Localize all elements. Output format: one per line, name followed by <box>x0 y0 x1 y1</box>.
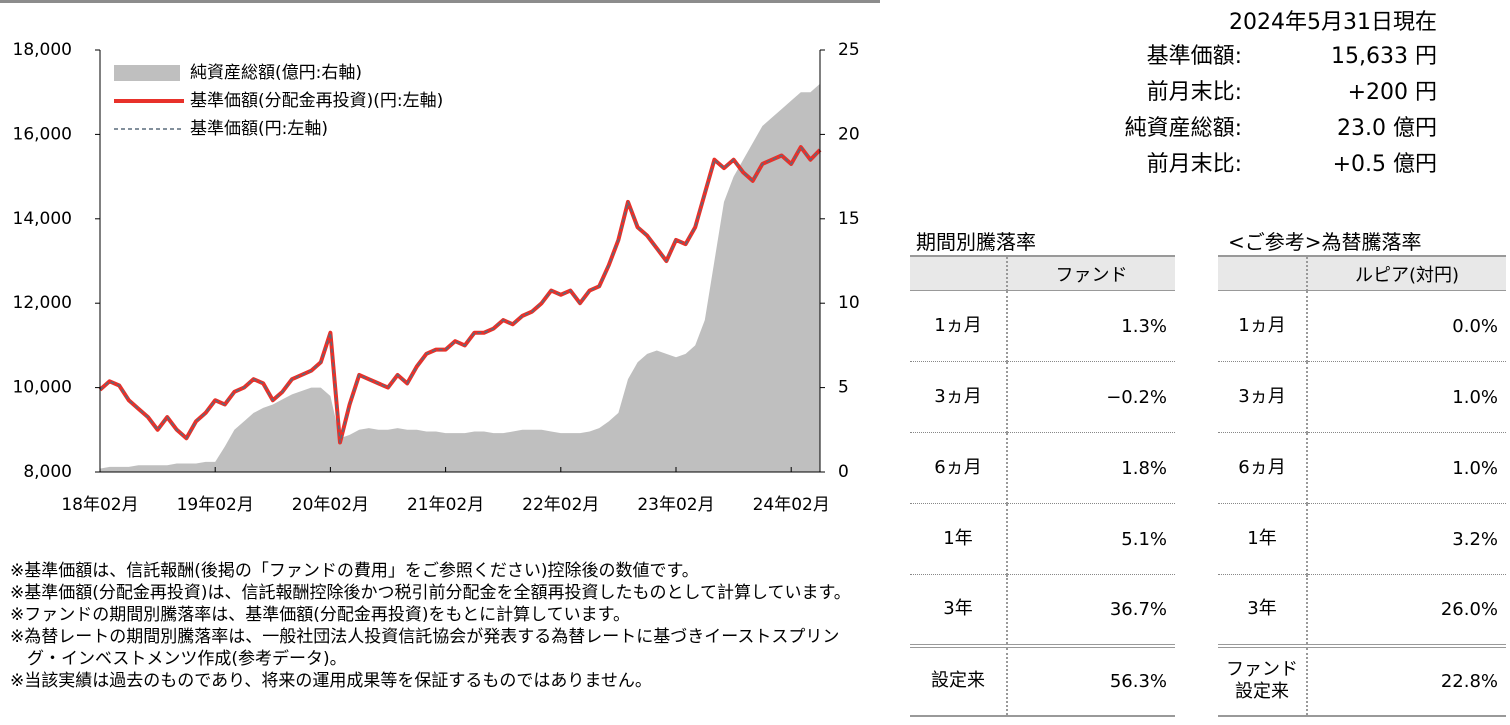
y-tick-label: 8,000 <box>23 462 72 482</box>
x-tick-label: 23年02月 <box>637 495 714 515</box>
summary-value: +0.5 億円 <box>1332 152 1437 177</box>
legend-label: 基準価額(円:左軸) <box>190 119 328 139</box>
table: ファンド 1ヵ月 1.3% 3ヵ月 −0.2% 6ヵ月 1.8% 1年 5.1% 3年 36.7% 設… <box>910 255 1175 717</box>
row-label: 3ヵ月 <box>1218 361 1308 433</box>
table-row: 3年 26.0% <box>1218 574 1506 646</box>
row-value: 5.1% <box>1007 503 1175 575</box>
area <box>100 83 820 472</box>
row-value: 1.8% <box>1007 432 1175 504</box>
table-row: 3年 36.7% <box>910 574 1175 646</box>
row-label: 1年 <box>1218 503 1308 575</box>
notes: ※基準価額は、信託報酬(後掲の「ファンドの費用」をご参照ください)控除後の数値で… <box>10 560 855 692</box>
header-cell <box>1218 255 1308 291</box>
y2-tick-label: 20 <box>838 124 860 144</box>
row-value: 1.3% <box>1007 290 1175 362</box>
row-value: 56.3% <box>1007 643 1175 717</box>
top-bar <box>0 0 880 3</box>
row-label: 1ヵ月 <box>910 290 1008 362</box>
row-label: 6ヵ月 <box>910 432 1008 504</box>
table-row: 3ヵ月 −0.2% <box>910 361 1175 433</box>
table-header: ルピア(対円) <box>1218 255 1506 291</box>
note: ※ファンドの期間別騰落率は、基準価額(分配金再投資)をもとに計算しています。 <box>10 605 630 625</box>
table-row: 1年 5.1% <box>910 503 1175 575</box>
y2-tick-label: 10 <box>838 293 860 313</box>
y-tick-label: 16,000 <box>13 124 72 144</box>
header-cell: ルピア(対円) <box>1307 255 1506 291</box>
y-tick-label: 12,000 <box>13 293 72 313</box>
table-row: 6ヵ月 1.0% <box>1218 432 1506 504</box>
row-label: ファンド 設定来 <box>1218 643 1308 717</box>
summary-label: 前月末比: <box>1146 80 1242 105</box>
legend-swatch <box>114 65 180 81</box>
x-tick-label: 22年02月 <box>522 495 599 515</box>
x-tick-label: 18年02月 <box>61 495 138 515</box>
table-row: 設定来 56.3% <box>910 643 1175 717</box>
header-cell <box>910 255 1008 291</box>
x-tick-label: 24年02月 <box>753 495 830 515</box>
table-row: 6ヵ月 1.8% <box>910 432 1175 504</box>
y2-tick-label: 5 <box>838 378 849 398</box>
chart: 8,000 10,000 12,000 14,000 16,000 18,000 0 5 10 1… <box>0 0 880 515</box>
row-value: 1.0% <box>1307 361 1506 433</box>
row-value: −0.2% <box>1007 361 1175 433</box>
table-row: 3ヵ月 1.0% <box>1218 361 1506 433</box>
legend-label: 純資産総額(億円:右軸) <box>190 63 362 83</box>
table-title: <ご参考>為替騰落率 <box>1228 230 1422 254</box>
table-row: ファンド 設定来 22.8% <box>1218 643 1506 717</box>
x-tick-label: 19年02月 <box>177 495 254 515</box>
row-label: 3年 <box>910 574 1008 646</box>
y-tick-label: 18,000 <box>13 40 72 60</box>
table-row: 1年 3.2% <box>1218 503 1506 575</box>
row-label: 設定来 <box>910 643 1008 717</box>
row-value: 26.0% <box>1307 574 1506 646</box>
row-value: 36.7% <box>1007 574 1175 646</box>
table-row: 1ヵ月 1.3% <box>910 290 1175 362</box>
note: ※当該実績は過去のものであり、将来の運用成果等を保証するものではありません。 <box>10 671 652 691</box>
row-label: 6ヵ月 <box>1218 432 1308 504</box>
row-label: 3年 <box>1218 574 1308 646</box>
note: ※基準価額は、信託報酬(後掲の「ファンドの費用」をご参照ください)控除後の数値で… <box>10 561 699 581</box>
legend: 純資産総額(億円:右軸) 基準価額(分配金再投資)(円:左軸) 基準価額(円:左軸) <box>102 58 542 150</box>
table-row: 1ヵ月 0.0% <box>1218 290 1506 362</box>
y-tick-label: 14,000 <box>13 209 72 229</box>
table: ルピア(対円) 1ヵ月 0.0% 3ヵ月 1.0% 6ヵ月 1.0% 1年 3.2% 3年 26.0… <box>1218 255 1506 717</box>
summary-date: 2024年5月31日現在 <box>1229 10 1437 35</box>
header-cell: ファンド <box>1007 255 1175 291</box>
row-value: 0.0% <box>1307 290 1506 362</box>
row-label: 1ヵ月 <box>1218 290 1308 362</box>
row-value: 3.2% <box>1307 503 1506 575</box>
table-title: 期間別騰落率 <box>916 230 1036 254</box>
summary-value: 15,633 円 <box>1331 44 1437 69</box>
summary-value: +200 円 <box>1347 80 1437 105</box>
summary-value: 23.0 億円 <box>1337 116 1437 141</box>
summary-label: 純資産総額: <box>1124 116 1242 141</box>
table-header: ファンド <box>910 255 1175 291</box>
note: ※為替レートの期間別騰落率は、一般社団法人投資信託協会が発表する為替レートに基づ… <box>10 627 840 669</box>
y2-tick-label: 15 <box>838 209 860 229</box>
y-tick-label: 10,000 <box>13 378 72 398</box>
legend-label: 基準価額(分配金再投資)(円:左軸) <box>190 91 443 111</box>
y2-tick-label: 0 <box>838 462 849 482</box>
summary-label: 基準価額: <box>1146 44 1242 69</box>
row-value: 1.0% <box>1307 432 1506 504</box>
summary-label: 前月末比: <box>1146 152 1242 177</box>
row-label: 1年 <box>910 503 1008 575</box>
note: ※基準価額(分配金再投資)は、信託報酬控除後かつ税引前分配金を全額再投資したもの… <box>10 583 851 603</box>
line <box>99 146 821 444</box>
row-label: 3ヵ月 <box>910 361 1008 433</box>
y2-tick-label: 25 <box>838 40 860 60</box>
x-tick-label: 21年02月 <box>407 495 484 515</box>
row-value: 22.8% <box>1307 643 1506 717</box>
x-tick-label: 20年02月 <box>292 495 369 515</box>
